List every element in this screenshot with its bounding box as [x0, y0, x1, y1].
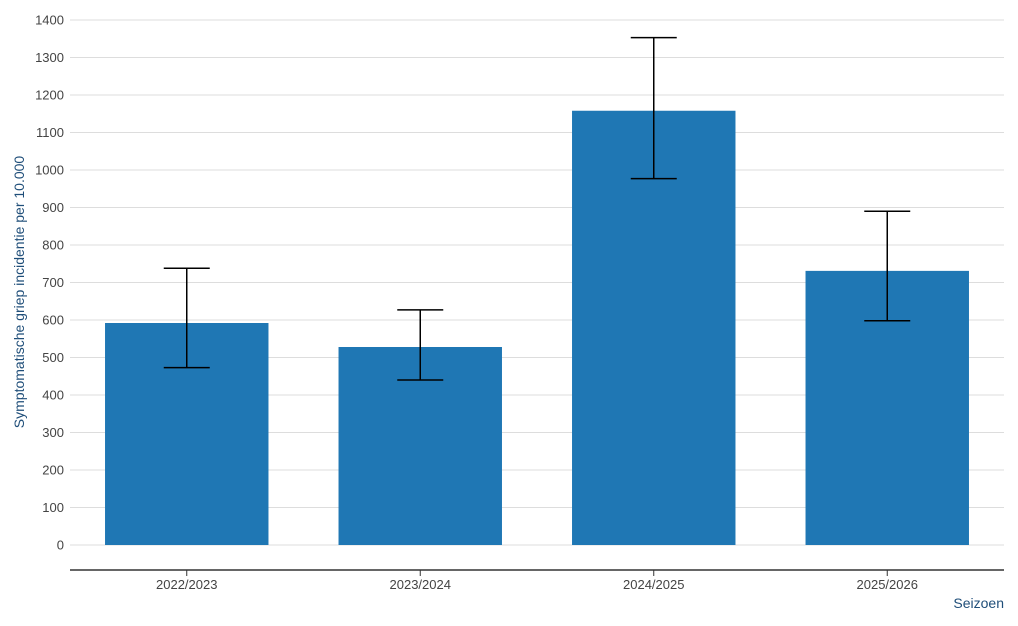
y-tick-label: 600 — [42, 313, 64, 328]
x-axis-label: Seizoen — [953, 595, 1004, 611]
y-tick-labels: 0 100 200 300 400 500 600 700 800 900 1000 1100 1200… — [35, 13, 64, 553]
error-bar — [864, 210, 911, 322]
error-bar — [397, 309, 444, 381]
y-tick-label: 400 — [42, 388, 64, 403]
x-tick-label: 2024/2025 — [623, 577, 684, 592]
y-tick-label: 700 — [42, 275, 64, 290]
error-bars — [163, 36, 911, 381]
y-tick-label: 1100 — [36, 125, 64, 140]
y-tick-label: 300 — [42, 425, 64, 440]
y-tick-label: 200 — [42, 463, 64, 478]
x-tick-label: 2022/2023 — [156, 577, 217, 592]
y-tick-label: 1300 — [35, 50, 64, 65]
error-bar — [163, 267, 210, 369]
y-tick-label: 900 — [42, 200, 64, 215]
y-tick-label: 1400 — [35, 13, 64, 28]
y-tick-label: 500 — [42, 350, 64, 365]
y-tick-label: 0 — [57, 538, 64, 553]
x-tick-labels: 2022/2023 2023/2024 2024/2025 2025/2026 — [156, 570, 918, 592]
x-tick-label: 2025/2026 — [857, 577, 918, 592]
bars — [105, 110, 969, 545]
y-tick-label: 1200 — [35, 88, 64, 103]
error-bar — [630, 36, 677, 180]
y-tick-label: 800 — [42, 238, 64, 253]
x-tick-label: 2023/2024 — [390, 577, 451, 592]
bar — [572, 110, 736, 545]
y-tick-label: 100 — [42, 500, 64, 515]
y-axis-label: Symptomatische griep incidentie per 10.0… — [11, 156, 27, 429]
y-tick-label: 1000 — [35, 163, 64, 178]
